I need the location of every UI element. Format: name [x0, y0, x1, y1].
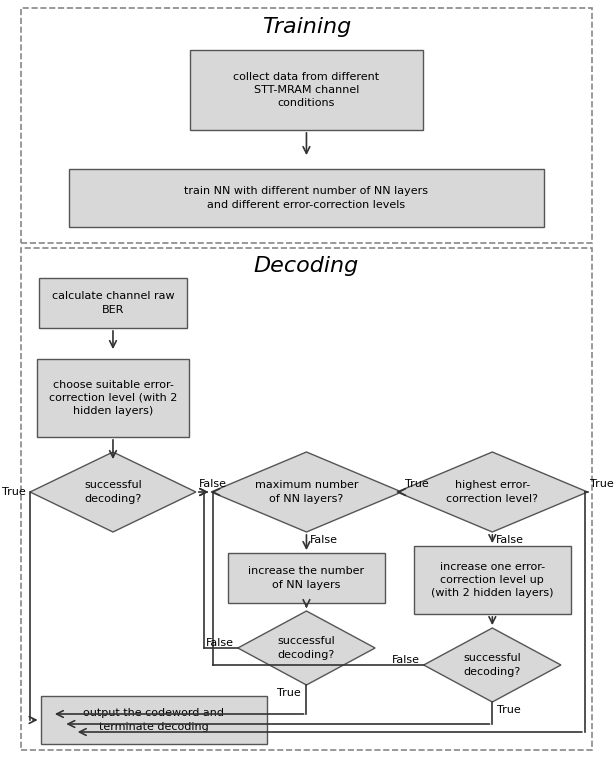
Text: False: False [496, 535, 524, 545]
Polygon shape [211, 452, 402, 532]
Polygon shape [30, 452, 196, 532]
Text: successful
decoding?: successful decoding? [463, 653, 521, 677]
FancyBboxPatch shape [37, 359, 189, 437]
Text: Training: Training [262, 17, 351, 37]
Text: collect data from different
STT-MRAM channel
conditions: collect data from different STT-MRAM cha… [233, 72, 379, 108]
Text: calculate channel raw
BER: calculate channel raw BER [52, 291, 174, 315]
Text: choose suitable error-
correction level (with 2
hidden layers): choose suitable error- correction level … [49, 380, 177, 416]
FancyBboxPatch shape [228, 553, 385, 603]
FancyBboxPatch shape [39, 278, 187, 328]
FancyBboxPatch shape [41, 696, 267, 744]
Text: False: False [199, 479, 227, 489]
Text: False: False [392, 655, 420, 665]
Text: False: False [310, 535, 338, 545]
Text: False: False [206, 638, 234, 648]
Text: train NN with different number of NN layers
and different error-correction level: train NN with different number of NN lay… [184, 186, 429, 210]
Text: output the codeword and
terminate decoding: output the codeword and terminate decodi… [83, 709, 224, 731]
Text: True: True [405, 479, 428, 489]
Text: True: True [2, 487, 26, 497]
FancyBboxPatch shape [69, 169, 544, 227]
Text: successful
decoding?: successful decoding? [84, 481, 142, 503]
FancyBboxPatch shape [190, 50, 423, 130]
Text: True: True [591, 479, 614, 489]
Polygon shape [238, 611, 375, 685]
Text: Decoding: Decoding [254, 256, 359, 276]
Text: successful
decoding?: successful decoding? [278, 637, 335, 659]
Text: increase the number
of NN layers: increase the number of NN layers [248, 566, 365, 590]
Polygon shape [397, 452, 588, 532]
Text: True: True [277, 688, 301, 698]
Text: increase one error-
correction level up
(with 2 hidden layers): increase one error- correction level up … [431, 562, 554, 598]
Polygon shape [424, 628, 561, 702]
Text: maximum number
of NN layers?: maximum number of NN layers? [254, 481, 358, 503]
Text: True: True [497, 705, 521, 715]
Text: highest error-
correction level?: highest error- correction level? [447, 481, 538, 503]
FancyBboxPatch shape [414, 546, 571, 614]
